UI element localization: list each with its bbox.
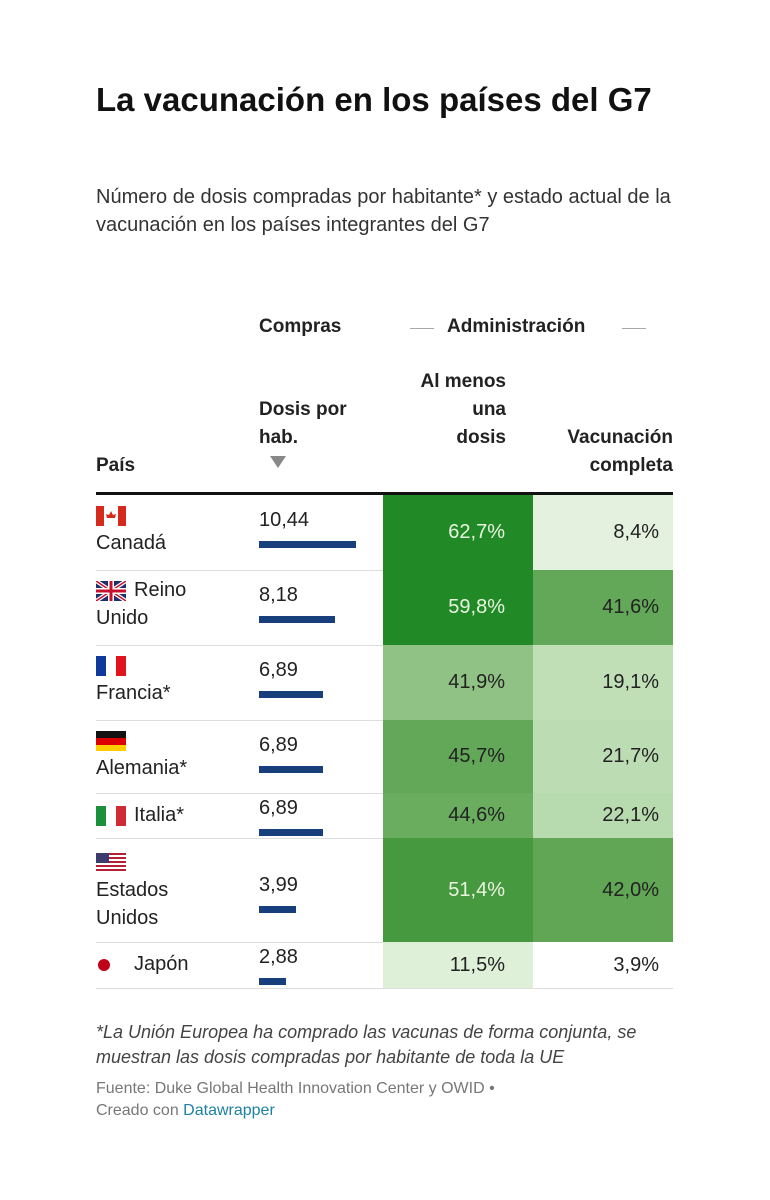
al-menos-cell: 51,4%: [383, 838, 533, 942]
japan-flag-icon: [96, 955, 126, 975]
dosis-value: 8,18: [259, 584, 298, 606]
dosis-bar: [259, 541, 356, 548]
uk-flag-icon: [94, 579, 128, 603]
country-cell: Reino Unido: [94, 576, 226, 632]
dosis-bar: [259, 978, 286, 985]
column-header-completa[interactable]: Vacunación completa: [567, 427, 673, 476]
completa-cell: 3,9%: [533, 942, 673, 988]
dosis-bar: [259, 691, 324, 698]
country-name: Estados Unidos: [96, 879, 169, 929]
source-text: Fuente: Duke Global Health Innovation Ce…: [96, 1080, 495, 1097]
dosis-bar: [259, 829, 324, 836]
column-header-dosis[interactable]: Dosis por hab.: [259, 399, 347, 448]
completa-cell: 21,7%: [533, 720, 673, 793]
country-cell: Canadá: [96, 501, 226, 557]
table-row: Estados Unidos 3,99 51,4% 42,0%: [96, 838, 673, 943]
column-header-al-menos[interactable]: Al menos una dosis: [420, 371, 506, 448]
footnote: *La Unión Europea ha comprado las vacuna…: [96, 1022, 637, 1067]
table-row: Italia* 6,89 44,6% 22,1%: [96, 793, 673, 839]
dosis-bar: [259, 616, 335, 623]
completa-cell: 41,6%: [533, 570, 673, 645]
al-menos-cell: 11,5%: [383, 942, 533, 988]
dosis-value: 2,88: [259, 946, 298, 968]
italy-flag-icon: [96, 805, 126, 826]
al-menos-cell: 44,6%: [383, 793, 533, 838]
al-menos-cell: 41,9%: [383, 645, 533, 720]
chart-title: La vacunación en los países del G7: [96, 81, 652, 118]
datawrapper-link[interactable]: Datawrapper: [183, 1102, 275, 1119]
country-name: Francia*: [96, 682, 171, 704]
al-menos-cell: 59,8%: [383, 570, 533, 645]
table-row: Alemania* 6,89 45,7% 21,7%: [96, 720, 673, 794]
country-name: Japón: [134, 953, 189, 975]
completa-cell: 42,0%: [533, 838, 673, 942]
al-menos-cell: 62,7%: [383, 495, 533, 570]
table-row: Francia* 6,89 41,9% 19,1%: [96, 645, 673, 721]
group-header-compras: Compras: [259, 316, 342, 337]
table-row: Japón 2,88 11,5% 3,9%: [96, 942, 673, 989]
group-header-administracion: Administración: [447, 316, 586, 337]
dosis-value: 6,89: [259, 797, 298, 819]
group-divider: [410, 328, 434, 329]
france-flag-icon: [96, 655, 126, 676]
credit-prefix: Creado con: [96, 1102, 179, 1119]
dosis-value: 10,44: [259, 509, 310, 531]
column-header-pais[interactable]: País: [96, 455, 136, 476]
chart-subtitle: Número de dosis compradas por habitante*…: [96, 186, 671, 236]
completa-cell: 19,1%: [533, 645, 673, 720]
table-row: Canadá 10,44 62,7% 8,4%: [96, 495, 673, 571]
table-row: Reino Unido 8,18 59,8% 41,6%: [94, 570, 673, 646]
country-cell: Alemania*: [96, 726, 226, 782]
dosis-value: 3,99: [259, 874, 298, 896]
completa-cell: 8,4%: [533, 495, 673, 570]
header-rule: [96, 492, 673, 495]
sort-descending-icon[interactable]: [270, 456, 286, 468]
group-divider: [622, 328, 646, 329]
dosis-bar: [259, 906, 297, 913]
usa-flag-icon: [96, 852, 126, 873]
country-cell: Italia*: [96, 801, 226, 829]
dosis-value: 6,89: [259, 734, 298, 756]
country-cell: Japón: [96, 950, 226, 978]
country-name: Alemania*: [96, 757, 188, 779]
dosis-value: 6,89: [259, 659, 298, 681]
country-cell: Estados Unidos: [96, 848, 226, 932]
canada-flag-icon: [96, 505, 126, 526]
dosis-bar: [259, 766, 324, 773]
country-name: Canadá: [96, 532, 167, 554]
country-name: Reino Unido: [96, 579, 187, 629]
completa-cell: 22,1%: [533, 793, 673, 838]
country-cell: Francia*: [96, 651, 226, 707]
germany-flag-icon: [96, 730, 126, 751]
source: Fuente: Duke Global Health Innovation Ce…: [96, 1078, 495, 1122]
al-menos-cell: 45,7%: [383, 720, 533, 793]
country-name: Italia*: [134, 804, 185, 826]
